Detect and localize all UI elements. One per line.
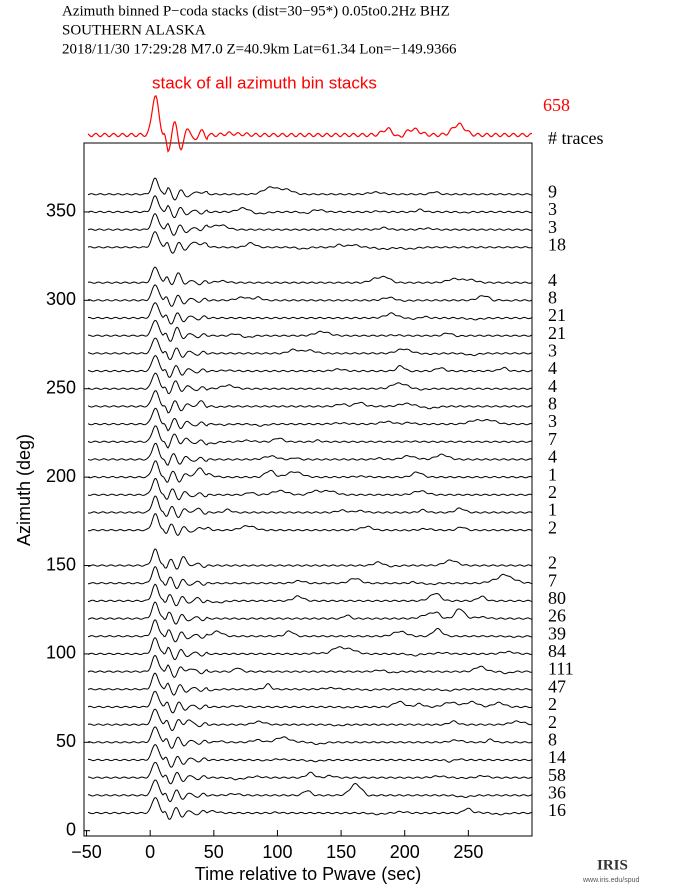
trace-count: 39 <box>548 623 566 643</box>
trace <box>87 460 533 483</box>
trace-count: 1 <box>548 500 557 520</box>
y-tick-label: 100 <box>46 643 76 663</box>
trace-count: 8 <box>548 287 557 307</box>
trace-count: 3 <box>548 199 557 219</box>
trace-count: 36 <box>548 782 566 802</box>
trace-count: 2 <box>548 553 557 573</box>
logo-url: www.iris.edu/spud <box>582 877 640 884</box>
trace <box>87 654 533 678</box>
trace-count: 18 <box>548 234 566 254</box>
trace-count: 16 <box>548 800 566 820</box>
trace <box>87 372 533 395</box>
trace <box>87 672 533 696</box>
trace <box>87 761 533 785</box>
title-line: 2018/11/30 17:29:28 M7.0 Z=40.9km Lat=61… <box>62 41 457 57</box>
trace <box>87 619 533 643</box>
trace-count: 21 <box>548 323 566 343</box>
trace-count: 80 <box>548 588 566 608</box>
trace <box>87 797 533 820</box>
x-tick-label: −50 <box>71 842 102 862</box>
trace-count: 47 <box>548 676 566 696</box>
trace <box>87 425 533 449</box>
x-tick-label: 50 <box>204 842 224 862</box>
trace <box>87 548 533 570</box>
x-tick-label: 250 <box>453 842 483 862</box>
trace <box>87 442 533 466</box>
count-header: # traces <box>548 128 603 148</box>
trace <box>87 302 533 325</box>
trace-count: 4 <box>548 270 557 290</box>
trace <box>87 195 533 219</box>
trace <box>87 177 533 201</box>
y-tick-label: 0 <box>66 819 76 839</box>
trace <box>87 284 533 307</box>
trace-count: 7 <box>548 429 557 449</box>
trace <box>87 601 533 625</box>
trace-count: 8 <box>548 394 557 414</box>
stack-count: 658 <box>543 95 570 115</box>
title-line: Azimuth binned P−coda stacks (dist=30−95… <box>62 3 450 19</box>
trace <box>87 708 533 732</box>
trace <box>87 407 533 432</box>
trace <box>87 495 533 519</box>
trace-count: 9 <box>548 181 557 201</box>
trace <box>87 212 533 236</box>
trace <box>87 583 533 607</box>
trace <box>87 636 532 661</box>
trace <box>87 779 533 803</box>
y-tick-label: 350 <box>46 201 76 221</box>
y-tick-label: 300 <box>46 289 76 309</box>
trace-count: 58 <box>548 765 566 785</box>
trace-count: 1 <box>548 464 557 484</box>
trace-count: 3 <box>548 411 557 431</box>
trace-count: 2 <box>548 712 557 732</box>
trace <box>87 390 532 414</box>
x-tick-label: 150 <box>326 842 356 862</box>
x-tick-label: 0 <box>145 842 155 862</box>
trace-count: 3 <box>548 217 557 237</box>
trace <box>87 477 533 501</box>
trace <box>87 690 533 714</box>
trace <box>87 355 533 378</box>
trace <box>87 230 533 254</box>
trace-count: 14 <box>548 747 566 767</box>
trace-count: 7 <box>548 570 557 590</box>
trace <box>87 337 533 361</box>
x-tick-label: 200 <box>390 842 420 862</box>
y-tick-label: 50 <box>56 731 76 751</box>
trace-count: 2 <box>548 482 557 502</box>
trace <box>87 726 533 749</box>
stack-label: stack of all azimuth bin stacks <box>152 73 377 92</box>
y-tick-label: 250 <box>46 377 76 397</box>
trace-count: 111 <box>548 659 574 679</box>
trace-count: 26 <box>548 606 566 626</box>
trace-count: 4 <box>548 447 557 467</box>
trace <box>88 319 533 342</box>
trace-count: 21 <box>548 305 566 325</box>
logo-text: IRIS <box>597 857 628 873</box>
trace <box>87 513 533 536</box>
trace <box>87 744 533 768</box>
trace-count: 4 <box>548 358 557 378</box>
trace-count: 3 <box>548 341 557 361</box>
x-tick-label: 100 <box>262 842 292 862</box>
trace <box>88 565 533 590</box>
trace-count: 2 <box>548 517 557 537</box>
trace-count: 8 <box>548 729 557 749</box>
x-axis-label: Time relative to Pwave (sec) <box>195 864 421 884</box>
title-line: SOUTHERN ALASKA <box>62 22 206 38</box>
plot-frame <box>83 142 533 837</box>
y-tick-label: 150 <box>46 554 76 574</box>
trace-count: 4 <box>548 376 557 396</box>
stack-trace <box>87 95 533 153</box>
trace <box>87 266 533 286</box>
y-axis-label: Azimuth (deg) <box>14 434 34 546</box>
trace-count: 84 <box>548 641 566 661</box>
y-tick-label: 200 <box>46 466 76 486</box>
trace-count: 2 <box>548 694 557 714</box>
